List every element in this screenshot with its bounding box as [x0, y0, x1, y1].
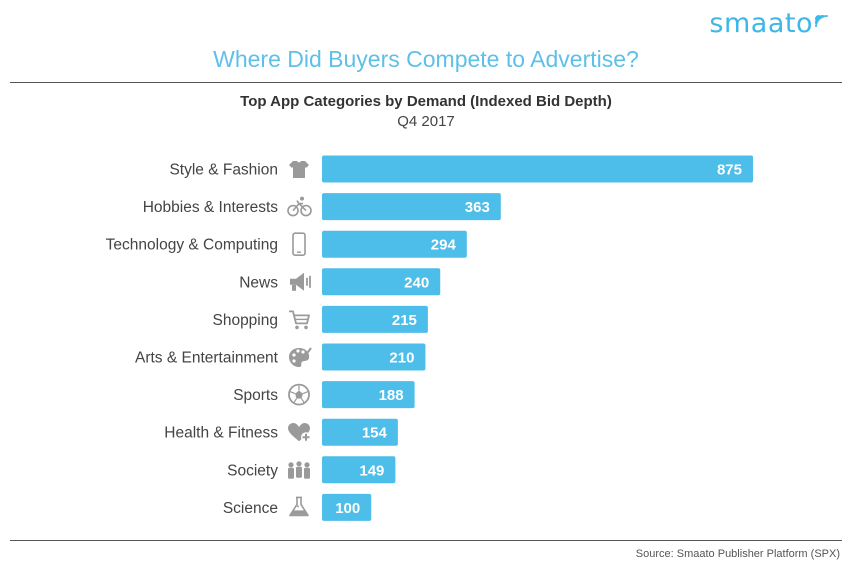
category-label-news: News: [239, 274, 278, 291]
value-label-news: 240: [404, 274, 429, 291]
logo-text: smaato: [709, 7, 813, 39]
value-label-science: 100: [335, 500, 360, 517]
flask-icon: [289, 496, 309, 517]
bar-style-fashion: [322, 155, 753, 183]
smartphone-icon: [292, 232, 306, 256]
chart-title: Top App Categories by Demand (Indexed Bi…: [240, 93, 612, 110]
value-label-hobbies-interests: 363: [465, 199, 490, 216]
category-label-style-fashion: Style & Fashion: [169, 162, 278, 179]
source-note: Source: Smaato Publisher Platform (SPX): [635, 548, 840, 560]
top-divider: [10, 82, 842, 83]
category-label-shopping: Shopping: [212, 312, 278, 329]
value-label-style-fashion: 875: [717, 162, 742, 179]
bottom-divider: [10, 540, 842, 541]
value-label-technology-computing: 294: [431, 237, 457, 254]
bar-hobbies-interests: [322, 193, 501, 221]
category-label-technology-computing: Technology & Computing: [106, 237, 278, 254]
bar-sports: [322, 381, 415, 409]
bicycle-icon: [287, 196, 312, 217]
page-title: Where Did Buyers Compete to Advertise?: [213, 46, 639, 72]
bar-health-fitness: [322, 418, 398, 446]
shirt-icon: [289, 161, 309, 178]
bar-technology-computing: [322, 230, 467, 258]
category-label-society: Society: [227, 462, 278, 479]
bar-arts-entertainment: [322, 343, 426, 371]
soccer-ball-icon: [288, 383, 310, 406]
heart-plus-icon: [288, 422, 311, 443]
value-label-arts-entertainment: 210: [389, 350, 414, 367]
shopping-cart-icon: [289, 310, 310, 330]
bar-shopping: [322, 305, 428, 333]
category-label-arts-entertainment: Arts & Entertainment: [135, 350, 279, 367]
bar-society: [322, 456, 396, 484]
megaphone-icon: [290, 272, 311, 291]
bar-news: [322, 268, 441, 296]
category-label-hobbies-interests: Hobbies & Interests: [143, 199, 279, 216]
category-label-health-fitness: Health & Fitness: [164, 425, 278, 442]
category-label-sports: Sports: [233, 387, 278, 404]
signal-waves-icon: [815, 15, 828, 27]
chart-subtitle: Q4 2017: [397, 113, 455, 130]
value-label-shopping: 215: [392, 312, 417, 329]
people-icon: [288, 461, 310, 479]
value-label-society: 149: [359, 462, 384, 479]
value-label-sports: 188: [379, 387, 404, 404]
value-label-health-fitness: 154: [362, 425, 388, 442]
bar-science: [322, 493, 372, 521]
smaato-logo: smaato: [709, 7, 832, 39]
palette-icon: [289, 347, 312, 367]
category-label-science: Science: [223, 500, 278, 517]
